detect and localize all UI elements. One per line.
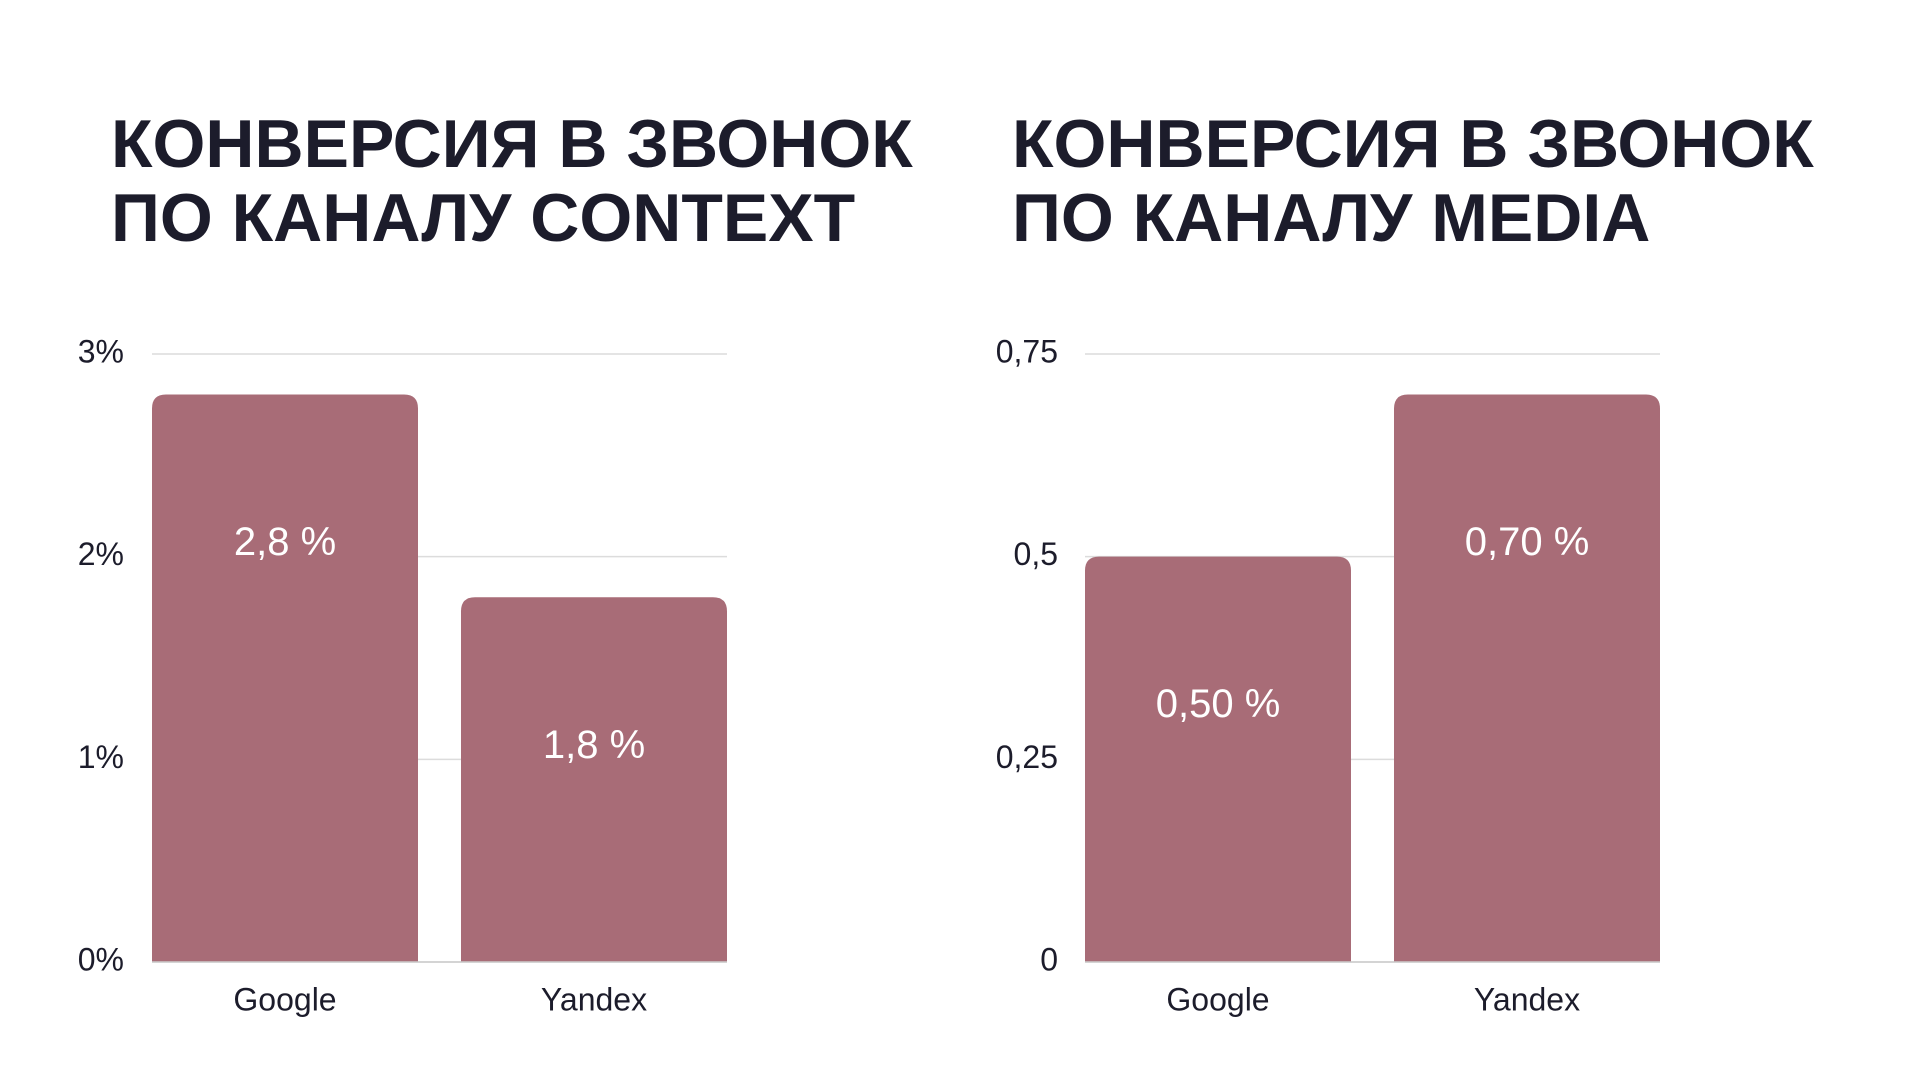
chart-title: ПО КАНАЛУ MEDIA <box>1012 180 1650 256</box>
bar <box>1085 556 1351 962</box>
value-label: 0,50 % <box>1156 682 1281 726</box>
y-tick-label: 2% <box>78 536 124 572</box>
x-tick-label: Yandex <box>541 981 647 1017</box>
bar <box>152 394 418 962</box>
value-label: 0,70 % <box>1465 520 1590 564</box>
y-tick-label: 0 <box>1040 941 1058 977</box>
y-tick-label: 1% <box>78 739 124 775</box>
chart-title: КОНВЕРСИЯ В ЗВОНОК <box>111 106 913 182</box>
x-tick-label: Google <box>1166 981 1269 1017</box>
y-tick-label: 0,5 <box>1014 536 1058 572</box>
y-tick-label: 0% <box>78 941 124 977</box>
value-label: 1,8 % <box>543 723 645 767</box>
bar <box>1394 394 1660 962</box>
chart-title: КОНВЕРСИЯ В ЗВОНОК <box>1012 106 1814 182</box>
bar <box>461 597 727 962</box>
y-tick-label: 0,75 <box>996 333 1058 369</box>
chart-title: ПО КАНАЛУ CONTEXT <box>111 180 855 256</box>
y-tick-label: 3% <box>78 333 124 369</box>
x-tick-label: Google <box>233 981 336 1017</box>
value-label: 2,8 % <box>234 520 336 564</box>
x-tick-label: Yandex <box>1474 981 1580 1017</box>
y-tick-label: 0,25 <box>996 739 1058 775</box>
